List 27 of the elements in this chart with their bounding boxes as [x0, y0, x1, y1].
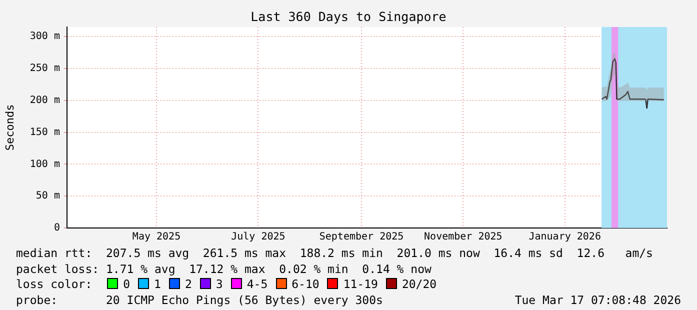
- text: packet loss: 1.71 % avg 17.12 % max 0.02 % min 0.14 % now: [16, 262, 432, 276]
- y-tick-label: 0: [54, 222, 60, 234]
- x-tick-label: January 2026: [528, 232, 601, 243]
- y-tick-label: 300 m: [30, 31, 60, 42]
- legend-label: 4-5: [246, 277, 268, 291]
- legend-label: 6-10: [292, 277, 320, 291]
- x-tick-label: November 2025: [424, 232, 502, 243]
- x-tick-label: September 2025: [319, 232, 404, 243]
- chart-title: Last 360 Days to Singapore: [250, 9, 448, 24]
- x-tick-label: July 2025: [231, 232, 286, 243]
- text: median rtt: 207.5 ms avg 261.5 ms max 188.2 ms min 201.0 ms now 16.4 ms sd 12.6 am/s: [16, 246, 653, 260]
- y-tick-label: 200 m: [30, 94, 60, 106]
- y-tick-label: 250 m: [30, 63, 60, 74]
- legend-label: 2: [184, 277, 192, 291]
- y-tick-label: 150 m: [30, 126, 60, 138]
- y-tick-label: 100 m: [30, 158, 60, 170]
- y-axis-title: Seconds: [3, 104, 16, 151]
- legend-label: 20/20: [402, 277, 437, 291]
- legend-label: 0: [123, 277, 130, 291]
- text: probe: 20 ICMP Echo Pings (56 Bytes) every 300s: [16, 292, 383, 306]
- legend-label: 11-19: [343, 277, 378, 291]
- text: Tue Mar 17 07:08:48 2026: [514, 292, 681, 306]
- legend-label: 1: [154, 277, 161, 291]
- legend-title: loss color:: [16, 277, 94, 291]
- legend-label: 3: [216, 277, 223, 291]
- y-tick-label: 50 m: [36, 190, 60, 202]
- x-tick-label: May 2025: [132, 232, 181, 243]
